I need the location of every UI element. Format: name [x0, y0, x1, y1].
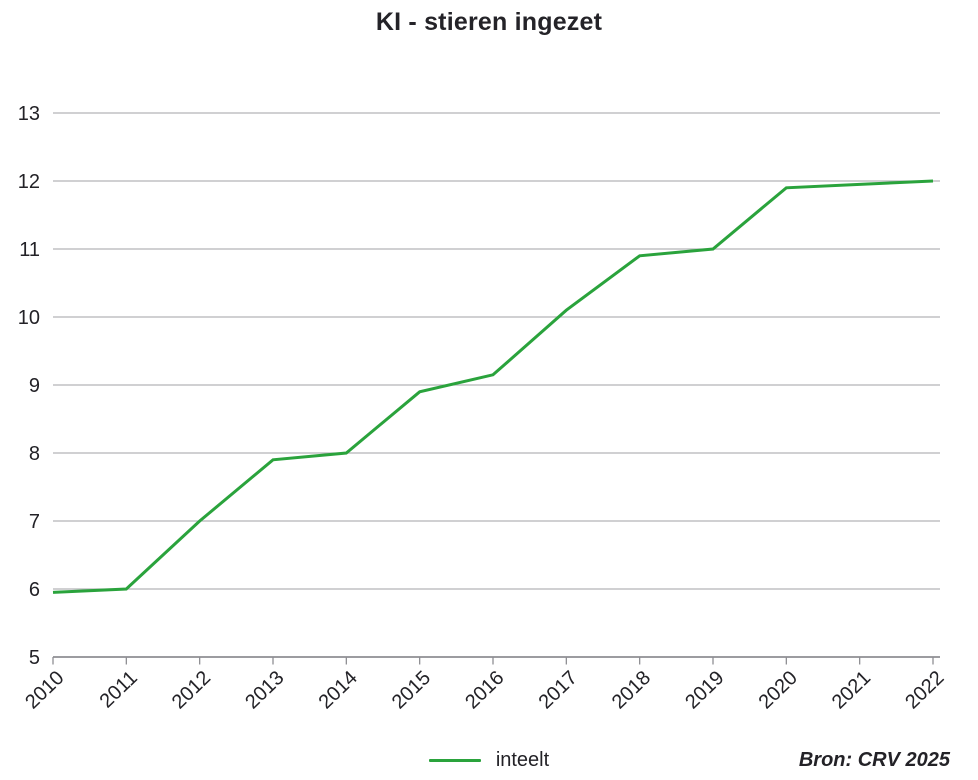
y-tick-label-12: 12: [18, 171, 40, 193]
y-tick-label-6: 6: [29, 579, 40, 601]
x-tick-label-2017: 2017: [535, 667, 582, 714]
series-line-inteelt: [52, 179, 934, 594]
source-text: Bron: CRV 2025: [798, 749, 950, 771]
y-tick-label-10: 10: [18, 307, 40, 329]
y-tick-label-5: 5: [29, 647, 40, 669]
x-tick-label-2011: 2011: [96, 667, 142, 713]
legend-line-swatch: [428, 759, 481, 762]
chart-title: KI - stieren ingezet: [375, 8, 603, 36]
y-tick-label-11: 11: [19, 239, 40, 261]
y-tick-label-7: 7: [29, 511, 40, 533]
y-tick-label-13: 13: [18, 103, 40, 125]
x-tick-label-2016: 2016: [461, 667, 508, 714]
legend-label: inteelt: [495, 749, 550, 771]
x-tick-label-2014: 2014: [315, 667, 362, 714]
x-tick-label-2010: 2010: [21, 667, 68, 714]
x-tick-label-2021: 2021: [828, 667, 875, 714]
x-tick-label-2022: 2022: [901, 667, 948, 714]
x-tick-label-2018: 2018: [608, 667, 655, 714]
x-tick-label-2015: 2015: [388, 667, 435, 714]
x-tick-label-2019: 2019: [681, 667, 728, 714]
y-tick-label-9: 9: [29, 375, 40, 397]
chart-footer: inteelt Bron: CRV 2025: [0, 738, 978, 780]
x-tick-label-2012: 2012: [168, 667, 215, 714]
x-tick-label-2013: 2013: [241, 667, 288, 714]
x-tick-label-2020: 2020: [755, 667, 802, 714]
y-tick-label-8: 8: [29, 443, 40, 465]
